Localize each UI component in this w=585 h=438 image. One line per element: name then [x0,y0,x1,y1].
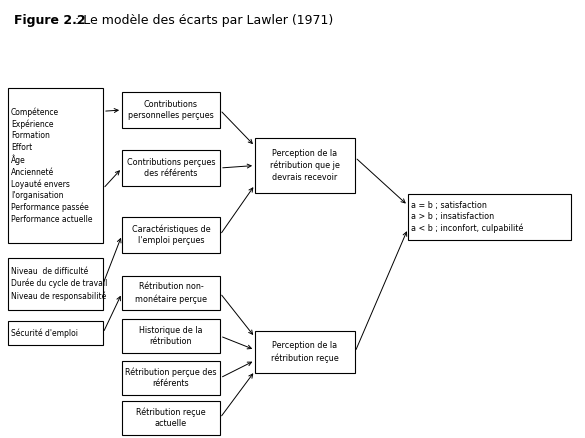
Text: Caractéristiques de
l'emploi perçues: Caractéristiques de l'emploi perçues [132,225,211,245]
Bar [122,401,220,435]
Bar [122,217,220,253]
Bar [408,194,571,240]
Text: Niveau  de difficulté
Durée du cycle de travail
Niveau de responsabilité: Niveau de difficulté Durée du cycle de t… [11,267,108,300]
Bar [255,138,355,193]
Bar [122,276,220,310]
Text: Perception de la
rétribution que je
devrais recevoir: Perception de la rétribution que je devr… [270,149,340,182]
Text: Contributions
personnelles perçues: Contributions personnelles perçues [128,100,214,120]
Text: Contributions perçues
des référents: Contributions perçues des référents [127,158,215,178]
Text: Figure 2.2: Figure 2.2 [14,14,85,27]
Bar [122,150,220,186]
Bar [255,331,355,373]
Text: Rétribution non-
monétaire perçue: Rétribution non- monétaire perçue [135,283,207,304]
Text: Perception de la
rétribution reçue: Perception de la rétribution reçue [271,342,339,363]
Text: a = b ; satisfaction
a > b ; insatisfaction
a < b ; inconfort, culpabilité: a = b ; satisfaction a > b ; insatisfact… [411,201,524,233]
Text: Compétence
Expérience
Formation
Effort
Âge
Ancienneté
Loyauté envers
l'organisat: Compétence Expérience Formation Effort Â… [11,107,92,224]
Text: Sécurité d'emploi: Sécurité d'emploi [11,328,78,338]
Bar [8,321,103,345]
Bar [122,319,220,353]
Bar [122,361,220,395]
Text: Rétribution reçue
actuelle: Rétribution reçue actuelle [136,407,206,428]
Text: Rétribution perçue des
référents: Rétribution perçue des référents [125,367,217,389]
Text: : Le modèle des écarts par Lawler (1971): : Le modèle des écarts par Lawler (1971) [71,14,333,27]
Bar [122,92,220,128]
Bar [8,258,103,310]
Bar [8,88,103,243]
Text: Historique de la
rétribution: Historique de la rétribution [139,326,203,346]
